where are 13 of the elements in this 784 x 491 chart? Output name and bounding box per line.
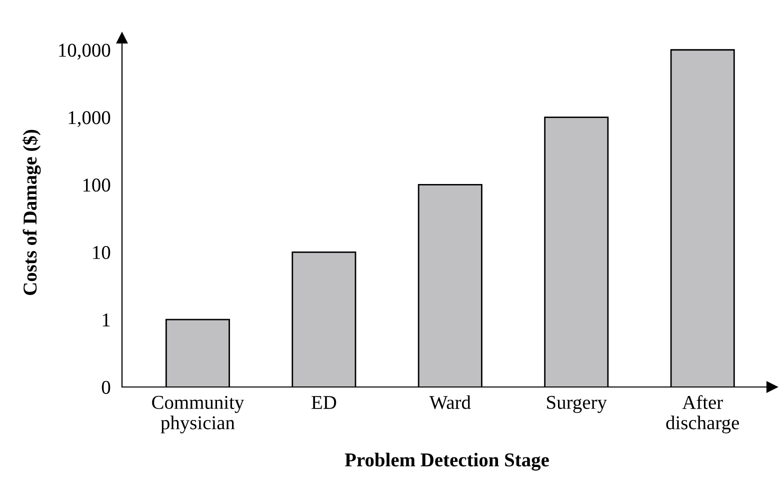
y-tick-label: 1,000 <box>68 111 110 128</box>
y-tick-label: 0 <box>102 380 110 394</box>
y-tick-label: 10 <box>93 246 110 260</box>
y-tick-label: 10,000 <box>59 44 110 60</box>
x-tick-label: ED <box>312 396 336 409</box>
y-axis-title: Costs of Damage ($) <box>22 130 41 295</box>
y-tick-label: 100 <box>83 178 110 192</box>
x-tick-label: After discharge <box>666 395 739 434</box>
x-axis-title: Problem Detection Stage <box>344 452 549 471</box>
y-tick-label: 1 <box>102 313 110 326</box>
x-tick-label: Community physician <box>152 396 244 434</box>
x-tick-label: Ward <box>429 395 471 410</box>
x-tick-label: Surgery <box>547 396 607 413</box>
